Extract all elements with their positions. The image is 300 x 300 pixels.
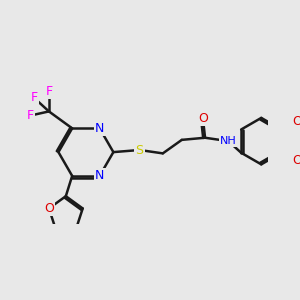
Text: N: N	[95, 122, 104, 135]
Text: F: F	[45, 85, 52, 98]
Text: F: F	[31, 92, 38, 104]
Text: NH: NH	[220, 136, 237, 146]
Text: O: O	[198, 112, 208, 125]
Text: N: N	[95, 169, 104, 182]
Text: O: O	[292, 116, 300, 128]
Text: F: F	[26, 109, 34, 122]
Text: O: O	[44, 202, 54, 215]
Text: O: O	[292, 154, 300, 167]
Text: S: S	[136, 143, 144, 157]
